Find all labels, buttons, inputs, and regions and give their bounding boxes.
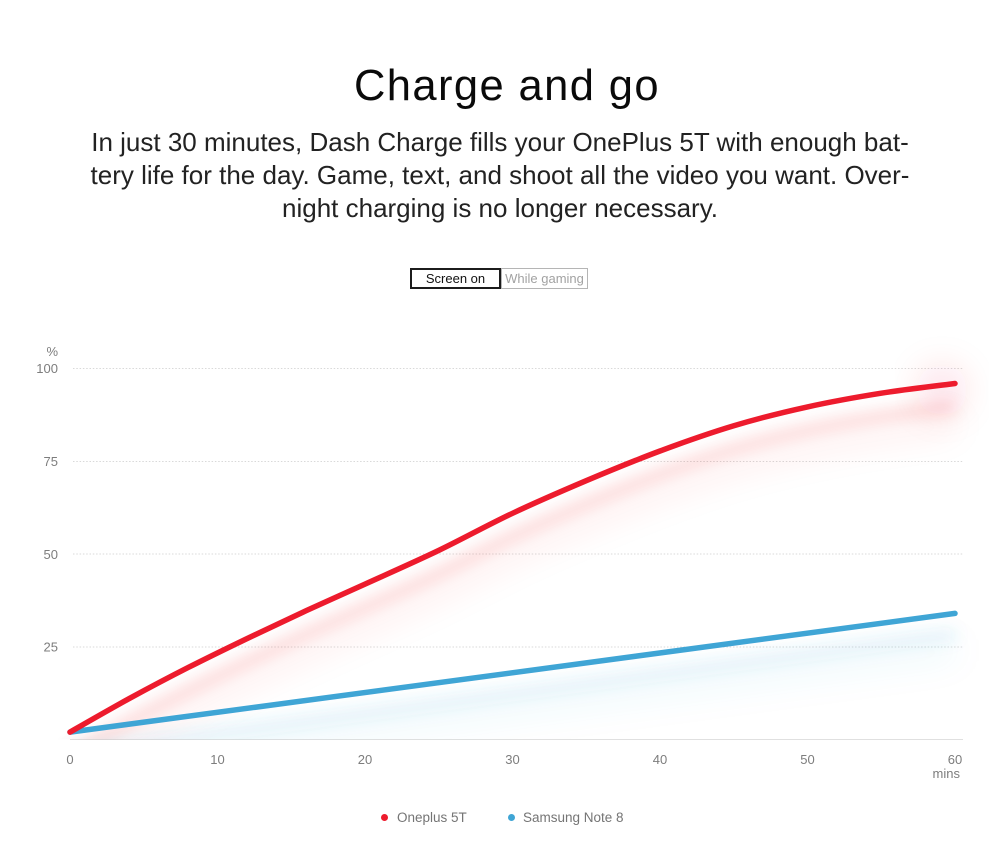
- svg-text:10: 10: [210, 752, 224, 767]
- svg-text:0: 0: [66, 752, 73, 767]
- svg-text:%: %: [46, 344, 58, 359]
- svg-text:60: 60: [948, 752, 962, 767]
- svg-text:100: 100: [36, 361, 58, 376]
- svg-text:50: 50: [44, 547, 58, 562]
- svg-text:mins: mins: [933, 766, 961, 781]
- svg-text:25: 25: [44, 640, 58, 655]
- svg-text:40: 40: [653, 752, 667, 767]
- svg-text:75: 75: [44, 454, 58, 469]
- svg-text:20: 20: [358, 752, 372, 767]
- svg-text:50: 50: [800, 752, 814, 767]
- svg-text:30: 30: [505, 752, 519, 767]
